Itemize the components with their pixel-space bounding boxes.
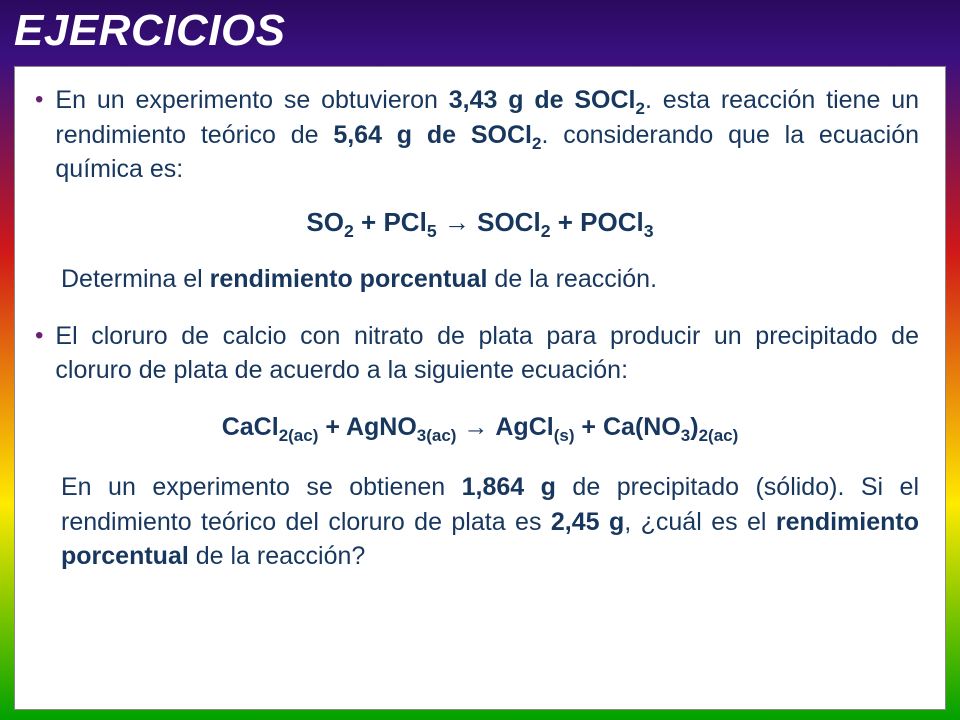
- eq2-p2s2: 2(ac): [699, 426, 739, 445]
- eq2-p2s: 3: [681, 426, 690, 445]
- eq2-r1: CaCl: [222, 413, 279, 441]
- exercise-1: • En un experimento se obtuvieron 3,43 g…: [41, 83, 919, 187]
- ex1-q-bold: rendimiento porcentual: [210, 265, 488, 293]
- eq1-r2s: 5: [427, 221, 437, 241]
- eq2-r2: AgNO: [346, 413, 417, 441]
- eq1-p1: SOCl: [477, 207, 541, 237]
- eq2-p1s: (s): [554, 426, 575, 445]
- slide-title: EJERCICIOS: [0, 0, 960, 64]
- ex1-bold-a-sub: 2: [635, 99, 644, 118]
- exercise-2: • El cloruro de calcio con nitrato de pl…: [41, 319, 919, 388]
- eq1-arrow: →: [437, 207, 477, 237]
- content-box: • En un experimento se obtuvieron 3,43 g…: [14, 66, 946, 710]
- exercise-1-text: En un experimento se obtuvieron 3,43 g d…: [55, 83, 919, 187]
- eq2-r2s: 3(ac): [417, 426, 457, 445]
- eq2-p2: Ca(NO: [603, 413, 681, 441]
- ex1-q-a: Determina el: [61, 265, 210, 293]
- eq2-r1s: 2(ac): [279, 426, 319, 445]
- eq1-plus1: +: [354, 207, 384, 237]
- eq1-p1s: 2: [541, 221, 551, 241]
- eq1-r1: SO: [306, 207, 344, 237]
- eq1-p2: POCl: [580, 207, 644, 237]
- ex2-q-bold1: 1,864 g: [462, 473, 556, 501]
- ex1-intro-a: En un experimento se obtuvieron: [55, 86, 448, 114]
- ex2-q-bold2: 2,45 g: [551, 508, 624, 536]
- bullet-icon: •: [35, 319, 43, 388]
- eq1-r2: PCl: [383, 207, 426, 237]
- eq2-plus1: +: [318, 413, 346, 441]
- ex1-bold-a: 3,43 g de SOCl: [449, 86, 636, 114]
- eq1-r1s: 2: [344, 221, 354, 241]
- exercise-1-question: Determina el rendimiento porcentual de l…: [41, 262, 919, 297]
- bullet-icon: •: [35, 83, 43, 187]
- eq1-p2s: 3: [644, 221, 654, 241]
- exercise-2-intro: El cloruro de calcio con nitrato de plat…: [55, 319, 919, 388]
- equation-2: CaCl2(ac) + AgNO3(ac) → AgCl(s) + Ca(NO3…: [41, 410, 919, 445]
- eq2-plus2: +: [574, 413, 603, 441]
- equation-1: SO2 + PCl5 → SOCl2 + POCl3: [41, 205, 919, 241]
- eq1-plus2: +: [551, 207, 581, 237]
- ex1-q-b: de la reacción.: [487, 265, 657, 293]
- eq2-p2b: ): [690, 413, 698, 441]
- ex2-q-c: , ¿cuál es el: [624, 508, 776, 536]
- eq2-p1: AgCl: [495, 413, 553, 441]
- ex2-q-a: En un experimento se obtienen: [61, 473, 462, 501]
- slide: EJERCICIOS • En un experimento se obtuvi…: [0, 0, 960, 720]
- exercise-2-question: En un experimento se obtienen 1,864 g de…: [41, 470, 919, 574]
- ex2-q-d: de la reacción?: [189, 542, 366, 570]
- eq2-arrow: →: [456, 413, 495, 441]
- ex1-bold-b: 5,64 g de SOCl: [333, 121, 532, 149]
